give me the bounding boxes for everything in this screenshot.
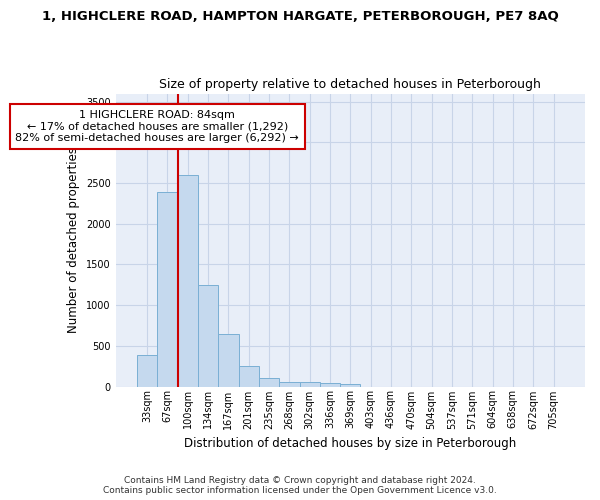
- Bar: [239, 366, 259, 386]
- Title: Size of property relative to detached houses in Peterborough: Size of property relative to detached ho…: [160, 78, 541, 91]
- Text: 1 HIGHCLERE ROAD: 84sqm
← 17% of detached houses are smaller (1,292)
82% of semi: 1 HIGHCLERE ROAD: 84sqm ← 17% of detache…: [16, 110, 299, 143]
- Bar: [137, 355, 157, 386]
- Bar: [178, 175, 198, 386]
- Bar: [340, 384, 361, 386]
- Bar: [259, 378, 279, 386]
- Bar: [320, 384, 340, 386]
- Bar: [157, 192, 178, 386]
- Bar: [279, 382, 299, 386]
- X-axis label: Distribution of detached houses by size in Peterborough: Distribution of detached houses by size …: [184, 437, 517, 450]
- Text: 1, HIGHCLERE ROAD, HAMPTON HARGATE, PETERBOROUGH, PE7 8AQ: 1, HIGHCLERE ROAD, HAMPTON HARGATE, PETE…: [41, 10, 559, 23]
- Text: Contains HM Land Registry data © Crown copyright and database right 2024.
Contai: Contains HM Land Registry data © Crown c…: [103, 476, 497, 495]
- Y-axis label: Number of detached properties: Number of detached properties: [67, 147, 80, 333]
- Bar: [218, 334, 239, 386]
- Bar: [198, 285, 218, 386]
- Bar: [299, 382, 320, 386]
